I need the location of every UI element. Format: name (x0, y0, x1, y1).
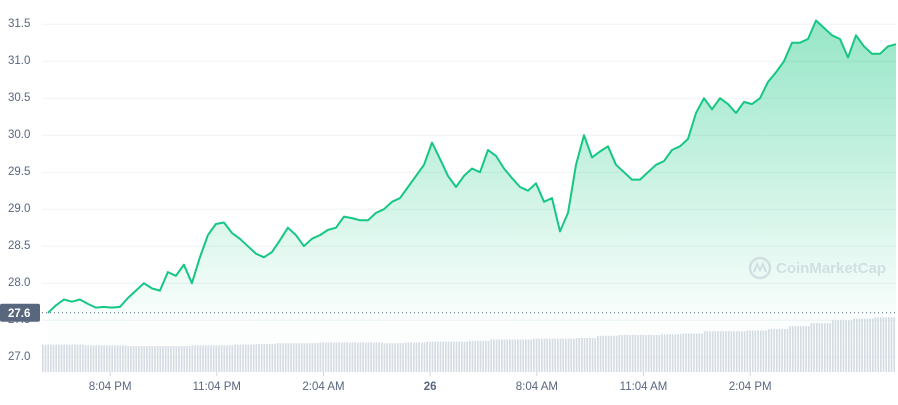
watermark-text: CoinMarketCap (776, 260, 886, 277)
y-tick-label: 30.0 (8, 129, 30, 141)
y-tick-label: 28.5 (8, 240, 30, 252)
y-tick-label: 31.0 (8, 55, 30, 67)
volume-bar (42, 344, 44, 372)
x-tick-label: 2:04 AM (302, 381, 344, 393)
series (42, 19, 897, 372)
axis-labels: 27.027.528.028.529.029.530.030.531.031.5… (0, 18, 772, 393)
watermark-logo (748, 256, 772, 280)
y-tick-label: 31.5 (8, 18, 30, 30)
x-tick-label: 2:04 PM (729, 381, 772, 393)
price-line (47, 19, 897, 314)
x-tick-label: 11:04 PM (193, 381, 241, 393)
x-tick-label: 8:04 PM (89, 381, 132, 393)
x-tick-label: 8:04 AM (516, 381, 558, 393)
area (47, 20, 896, 372)
reference-label-box (0, 303, 40, 322)
reference-label: 27.6 (8, 308, 30, 320)
y-tick-label: 29.5 (8, 166, 30, 178)
y-tick-label: 29.0 (8, 203, 30, 215)
volume-bar (44, 344, 47, 372)
x-tick-label: 26 (424, 381, 437, 393)
watermark-logo-mark (753, 261, 767, 273)
watermark: CoinMarketCap (748, 256, 886, 280)
y-tick-label: 27.0 (8, 351, 30, 363)
y-tick-label: 28.0 (8, 277, 30, 289)
x-tick-label: 11:04 AM (620, 381, 668, 393)
y-tick-label: 30.5 (8, 92, 30, 104)
